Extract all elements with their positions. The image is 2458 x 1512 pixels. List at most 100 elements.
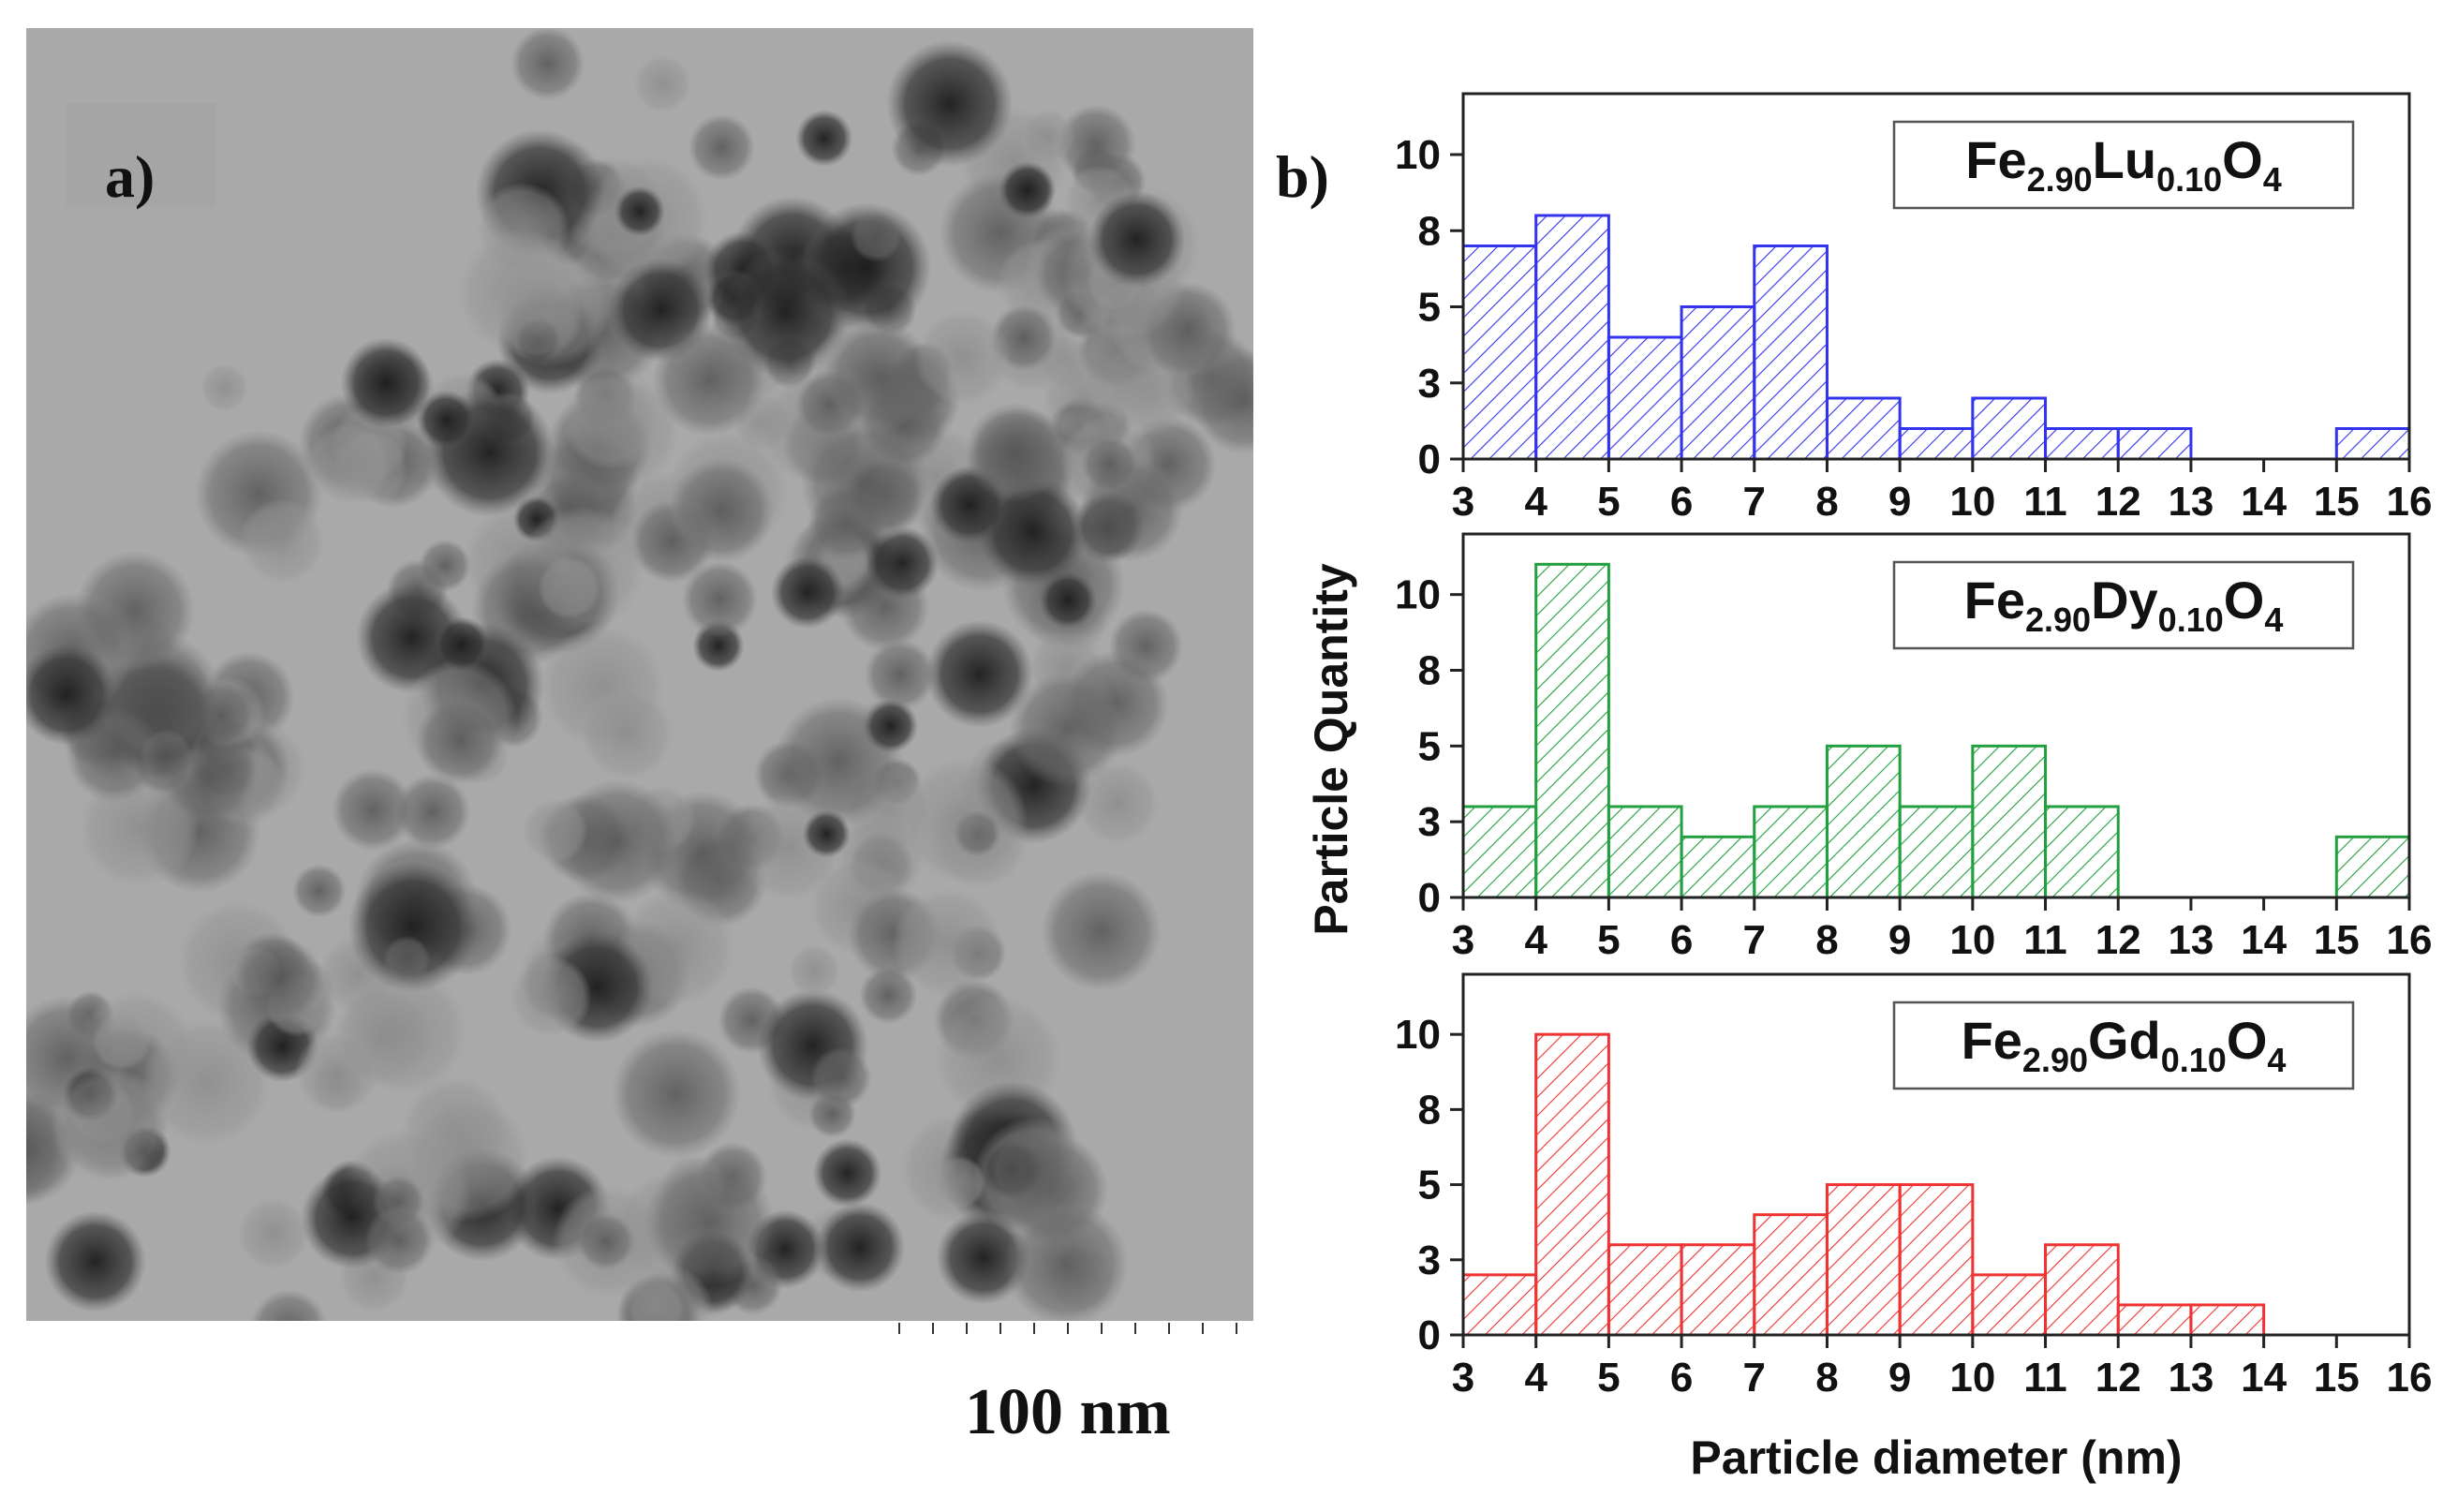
- x-tick-label: 6: [1670, 479, 1693, 525]
- tem-particles: [26, 28, 1253, 1321]
- y-tick-label: 5: [1418, 285, 1441, 331]
- x-tick-label: 15: [2314, 917, 2360, 963]
- x-tick-label: 4: [1524, 917, 1547, 963]
- bar-lu-11: [2044, 427, 2120, 461]
- x-tick-label: 12: [2095, 1355, 2141, 1401]
- plot-frame: [1461, 532, 2411, 899]
- x-tick-label: 5: [1597, 479, 1620, 525]
- bar-lu-4: [1534, 214, 1610, 461]
- x-tick-label: 5: [1597, 917, 1620, 963]
- x-axis-title: Particle diameter (nm): [1690, 1431, 2182, 1484]
- x-tick-label: 3: [1452, 479, 1474, 525]
- x-tick-label: 9: [1888, 1355, 1911, 1401]
- bar-gd-6: [1680, 1243, 1756, 1337]
- bar-gd-12: [2116, 1303, 2193, 1337]
- bar-dy-9: [1898, 805, 1975, 899]
- plot-frame: [1461, 92, 2411, 461]
- y-tick-label: 5: [1418, 723, 1441, 769]
- bar-gd-10: [1971, 1273, 2048, 1337]
- x-tick-label: 4: [1524, 479, 1547, 525]
- scale-bar-ticks: [898, 1323, 1237, 1334]
- x-tick-label: 14: [2241, 1355, 2287, 1401]
- x-tick-label: 15: [2314, 479, 2360, 525]
- y-tick-label: 8: [1418, 648, 1441, 694]
- bar-lu-15: [2334, 427, 2411, 461]
- plot-frame: [1461, 972, 2411, 1337]
- y-tick-label: 5: [1418, 1163, 1441, 1208]
- x-tick-label: 13: [2168, 479, 2214, 525]
- x-tick-label: 7: [1743, 1355, 1766, 1401]
- legend-label: Fe2.90Lu0.10O4: [1965, 130, 2282, 199]
- y-tick-label: 3: [1418, 799, 1441, 845]
- x-tick-label: 6: [1670, 917, 1693, 963]
- bar-dy-4: [1534, 562, 1610, 899]
- bar-dy-8: [1825, 744, 1902, 899]
- x-tick-label: 8: [1815, 1355, 1838, 1401]
- y-tick-label: 3: [1418, 361, 1441, 407]
- bar-gd-3: [1461, 1273, 1538, 1337]
- x-tick-label: 11: [2023, 1355, 2067, 1401]
- bar-gd-8: [1825, 1183, 1902, 1337]
- bar-dy-6: [1680, 835, 1756, 899]
- scale-bar-label: 100 nm: [965, 1376, 1171, 1448]
- x-tick-label: 7: [1743, 917, 1766, 963]
- bar-gd-11: [2044, 1243, 2120, 1337]
- legend-box: [1892, 120, 2355, 210]
- x-tick-label: 16: [2387, 1355, 2433, 1401]
- y-tick-label: 10: [1395, 572, 1441, 618]
- bar-lu-3: [1461, 245, 1538, 461]
- x-tick-label: 7: [1743, 479, 1766, 525]
- y-tick-label: 10: [1395, 132, 1441, 178]
- x-tick-label: 3: [1452, 1355, 1474, 1401]
- bar-gd-9: [1898, 1183, 1975, 1337]
- x-tick-label: 6: [1670, 1355, 1693, 1401]
- x-tick-label: 15: [2314, 1355, 2360, 1401]
- x-tick-label: 11: [2023, 917, 2067, 963]
- x-tick-label: 14: [2241, 917, 2287, 963]
- y-tick-label: 0: [1418, 437, 1441, 482]
- bar-dy-7: [1753, 805, 1829, 899]
- x-tick-label: 4: [1524, 1355, 1547, 1401]
- bar-dy-15: [2334, 835, 2411, 899]
- bar-lu-12: [2116, 427, 2193, 461]
- legend-box: [1892, 1001, 2355, 1090]
- bar-dy-10: [1971, 744, 2048, 899]
- x-tick-label: 12: [2095, 479, 2141, 525]
- x-tick-label: 16: [2387, 917, 2433, 963]
- x-tick-label: 16: [2387, 479, 2433, 525]
- bar-gd-5: [1607, 1243, 1683, 1337]
- x-tick-label: 8: [1815, 479, 1838, 525]
- panel-a-label: a): [105, 143, 155, 210]
- bar-dy-3: [1461, 805, 1538, 899]
- x-tick-label: 5: [1597, 1355, 1620, 1401]
- legend-label: Fe2.90Dy0.10O4: [1964, 571, 2284, 639]
- y-tick-label: 0: [1418, 875, 1441, 921]
- y-tick-label: 3: [1418, 1238, 1441, 1283]
- x-tick-label: 10: [1949, 479, 1995, 525]
- x-tick-label: 3: [1452, 917, 1474, 963]
- y-tick-label: 10: [1395, 1012, 1441, 1058]
- bar-lu-5: [1607, 335, 1683, 461]
- x-tick-label: 10: [1949, 1355, 1995, 1401]
- panel-b-label: b): [1276, 143, 1329, 210]
- x-tick-label: 13: [2168, 1355, 2214, 1401]
- bar-dy-11: [2044, 805, 2120, 899]
- x-tick-label: 12: [2095, 917, 2141, 963]
- bar-gd-13: [2189, 1303, 2266, 1337]
- legend-label: Fe2.90Gd0.10O4: [1962, 1011, 2287, 1079]
- bar-lu-6: [1680, 305, 1756, 461]
- y-tick-label: 8: [1418, 1087, 1441, 1133]
- bar-lu-7: [1753, 245, 1829, 461]
- x-tick-label: 10: [1949, 917, 1995, 963]
- y-axis-title: Particle Quantity: [1305, 563, 1357, 936]
- x-tick-label: 9: [1888, 479, 1911, 525]
- x-tick-label: 9: [1888, 917, 1911, 963]
- x-tick-label: 11: [2023, 479, 2067, 525]
- bar-lu-8: [1825, 396, 1902, 461]
- bar-dy-5: [1607, 805, 1683, 899]
- bar-lu-10: [1971, 396, 2048, 461]
- y-tick-label: 0: [1418, 1312, 1441, 1358]
